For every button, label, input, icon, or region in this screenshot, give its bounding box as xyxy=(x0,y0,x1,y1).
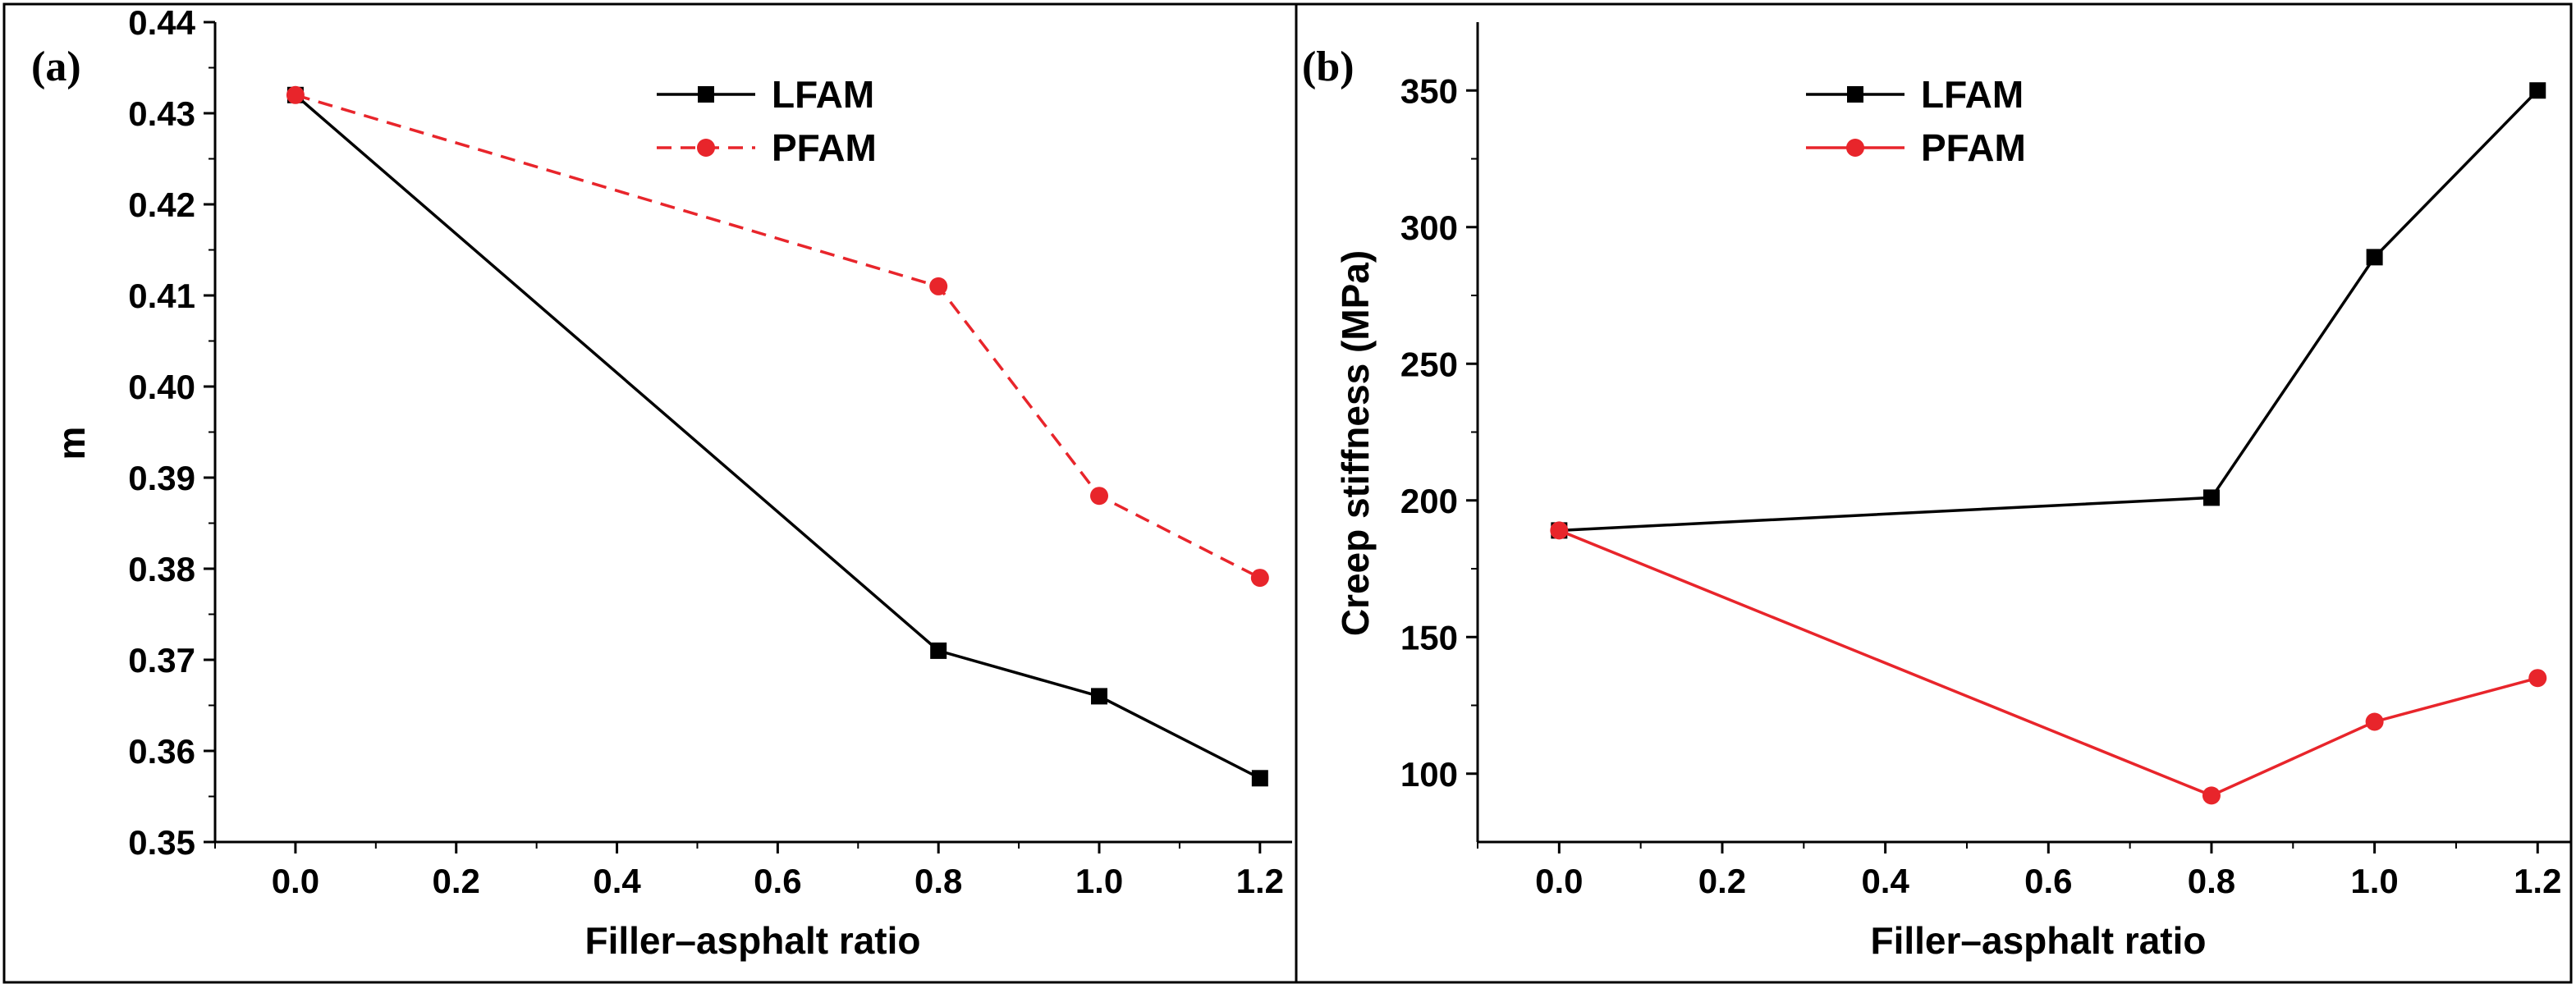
panel-b-series-lfam-line xyxy=(1559,89,2539,533)
panel-a-x-tick-label: 1.0 xyxy=(1075,862,1123,900)
panel-b-lfam-point xyxy=(2366,249,2383,266)
panel-b-series-pfam-line xyxy=(1558,529,2538,798)
panel-a-x-tick-label: 0.0 xyxy=(272,862,319,900)
panel-a-y-tick-label: 0.35 xyxy=(128,823,195,862)
panel-a-y-axis-title: m xyxy=(50,427,93,460)
panel-a-y-tick-label: 0.42 xyxy=(128,185,195,224)
panel-b-pfam-point xyxy=(2202,786,2221,805)
panel-a-x-tick-label: 0.6 xyxy=(754,862,801,900)
panel-a-series-lfam-line xyxy=(294,94,1261,780)
panel-a-x-axis-title: Filler–asphalt ratio xyxy=(584,919,920,962)
panel-a-y-tick-label: 0.44 xyxy=(128,3,195,42)
panel-b-x-tick-label: 1.0 xyxy=(2350,862,2398,900)
panel-b-y-axis-title: Creep stiffness (MPa) xyxy=(1334,250,1377,636)
panel-b-pfam-point xyxy=(2365,712,2384,731)
panel-a-y-tick-label: 0.41 xyxy=(128,277,195,315)
panel-a-x-tick-label: 0.4 xyxy=(593,862,641,900)
panel-b-x-tick-label: 0.8 xyxy=(2188,862,2235,900)
panel-a-pfam-point xyxy=(1090,487,1109,506)
panel-a-legend-pfam-marker xyxy=(697,139,715,157)
panel-a-pfam-point xyxy=(286,85,305,104)
panel-b-lfam-point xyxy=(2529,82,2546,99)
panel-b-label: (b) xyxy=(1302,43,1354,90)
panel-a-y-tick-label: 0.43 xyxy=(128,94,195,133)
panel-a-y-tick-label: 0.39 xyxy=(128,459,195,497)
panel-a-legend-lfam-label: LFAM xyxy=(772,73,874,116)
panel-b-x-tick-label: 0.4 xyxy=(1861,862,1909,900)
panel-b-lfam-point xyxy=(2202,489,2220,506)
panel-b-pfam-point xyxy=(1550,521,1569,540)
panel-a-series-pfam-line xyxy=(295,94,1261,579)
panel-a-lfam-point xyxy=(930,642,947,659)
panel-a-y-tick-label: 0.38 xyxy=(128,550,195,588)
panel-a-lfam-point xyxy=(1251,770,1268,787)
panel-b-y-tick-label: 200 xyxy=(1400,482,1458,520)
panel-a-x-tick-label: 0.8 xyxy=(914,862,962,900)
panel-a-pfam-point xyxy=(1250,569,1269,588)
panel-b-frame xyxy=(1295,2,2573,984)
panel-b-y-tick-label: 250 xyxy=(1400,345,1458,383)
panel-b-legend-pfam-label: PFAM xyxy=(1921,126,2026,169)
panel-b-legend-pfam-marker xyxy=(1846,139,1864,157)
panel-b-x-tick-label: 0.6 xyxy=(2024,862,2072,900)
panel-b-x-axis-title: Filler–asphalt ratio xyxy=(1870,919,2206,962)
panel-b-y-tick-label: 150 xyxy=(1400,618,1458,657)
panel-b-legend-lfam-label: LFAM xyxy=(1921,73,2024,116)
panel-b-x-tick-label: 0.2 xyxy=(1698,862,1746,900)
panel-a-legend-pfam-label: PFAM xyxy=(772,126,877,169)
panel-b-x-tick-label: 1.2 xyxy=(2514,862,2561,900)
panel-b-x-tick-label: 0.0 xyxy=(1535,862,1583,900)
panel-b-y-tick-label: 100 xyxy=(1400,755,1458,794)
panel-b-y-tick-label: 300 xyxy=(1400,208,1458,247)
panel-a: (a) 0.35 0.36 0.37 0.38 0.39 0.40 0.41 0.42 0.43… xyxy=(31,3,1292,962)
panel-a-y-tick-label: 0.36 xyxy=(128,732,195,771)
panel-a-x-tick-label: 1.2 xyxy=(1236,862,1284,900)
panel-a-x-tick-label: 0.2 xyxy=(433,862,480,900)
panel-a-pfam-point xyxy=(929,277,948,295)
panel-a-y-tick-label: 0.37 xyxy=(128,641,195,680)
panel-a-y-tick-label: 0.40 xyxy=(128,368,195,406)
panel-b-pfam-point xyxy=(2528,669,2547,688)
panel-a-label: (a) xyxy=(31,43,81,90)
panel-b-y-tick-label: 350 xyxy=(1400,71,1458,110)
panel-a-lfam-point xyxy=(1091,688,1108,705)
panel-a-legend-lfam-marker xyxy=(698,86,714,103)
panel-b-legend-lfam-marker xyxy=(1847,86,1863,103)
panel-b: (b) 100 150 200 250 300 350 0.0 0.2 0.4 0.6 0.8 1.0… xyxy=(1302,22,2570,962)
